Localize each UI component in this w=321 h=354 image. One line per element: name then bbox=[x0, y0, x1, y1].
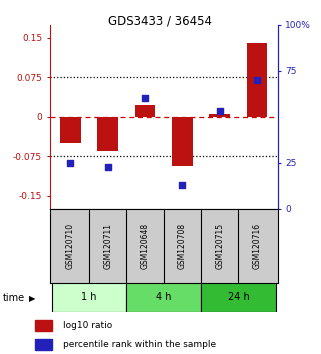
Text: percentile rank within the sample: percentile rank within the sample bbox=[63, 340, 216, 349]
Point bbox=[68, 160, 73, 166]
Text: 4 h: 4 h bbox=[156, 292, 171, 302]
Text: GSM120715: GSM120715 bbox=[215, 223, 224, 269]
Text: GSM120716: GSM120716 bbox=[253, 223, 262, 269]
Bar bbox=[135, 105, 155, 117]
Text: time: time bbox=[3, 293, 25, 303]
Text: GDS3433 / 36454: GDS3433 / 36454 bbox=[108, 14, 213, 27]
Bar bbox=[126, 283, 201, 312]
Text: log10 ratio: log10 ratio bbox=[63, 321, 112, 330]
Bar bbox=[172, 117, 193, 166]
Bar bbox=[52, 283, 126, 312]
Text: ▶: ▶ bbox=[29, 293, 35, 303]
Point bbox=[143, 96, 148, 101]
Bar bbox=[35, 320, 52, 331]
Text: GSM120711: GSM120711 bbox=[103, 223, 112, 269]
Text: GSM120708: GSM120708 bbox=[178, 223, 187, 269]
Text: GSM120710: GSM120710 bbox=[66, 223, 75, 269]
Point bbox=[105, 164, 110, 169]
Bar bbox=[210, 114, 230, 117]
Point bbox=[180, 182, 185, 188]
Point bbox=[217, 108, 222, 114]
Bar bbox=[60, 117, 81, 143]
Text: 24 h: 24 h bbox=[228, 292, 249, 302]
Text: 1 h: 1 h bbox=[81, 292, 97, 302]
Bar bbox=[247, 43, 267, 117]
Bar bbox=[35, 339, 52, 350]
Bar bbox=[201, 283, 276, 312]
Bar bbox=[97, 117, 118, 151]
Point bbox=[255, 77, 260, 83]
Text: GSM120648: GSM120648 bbox=[141, 223, 150, 269]
